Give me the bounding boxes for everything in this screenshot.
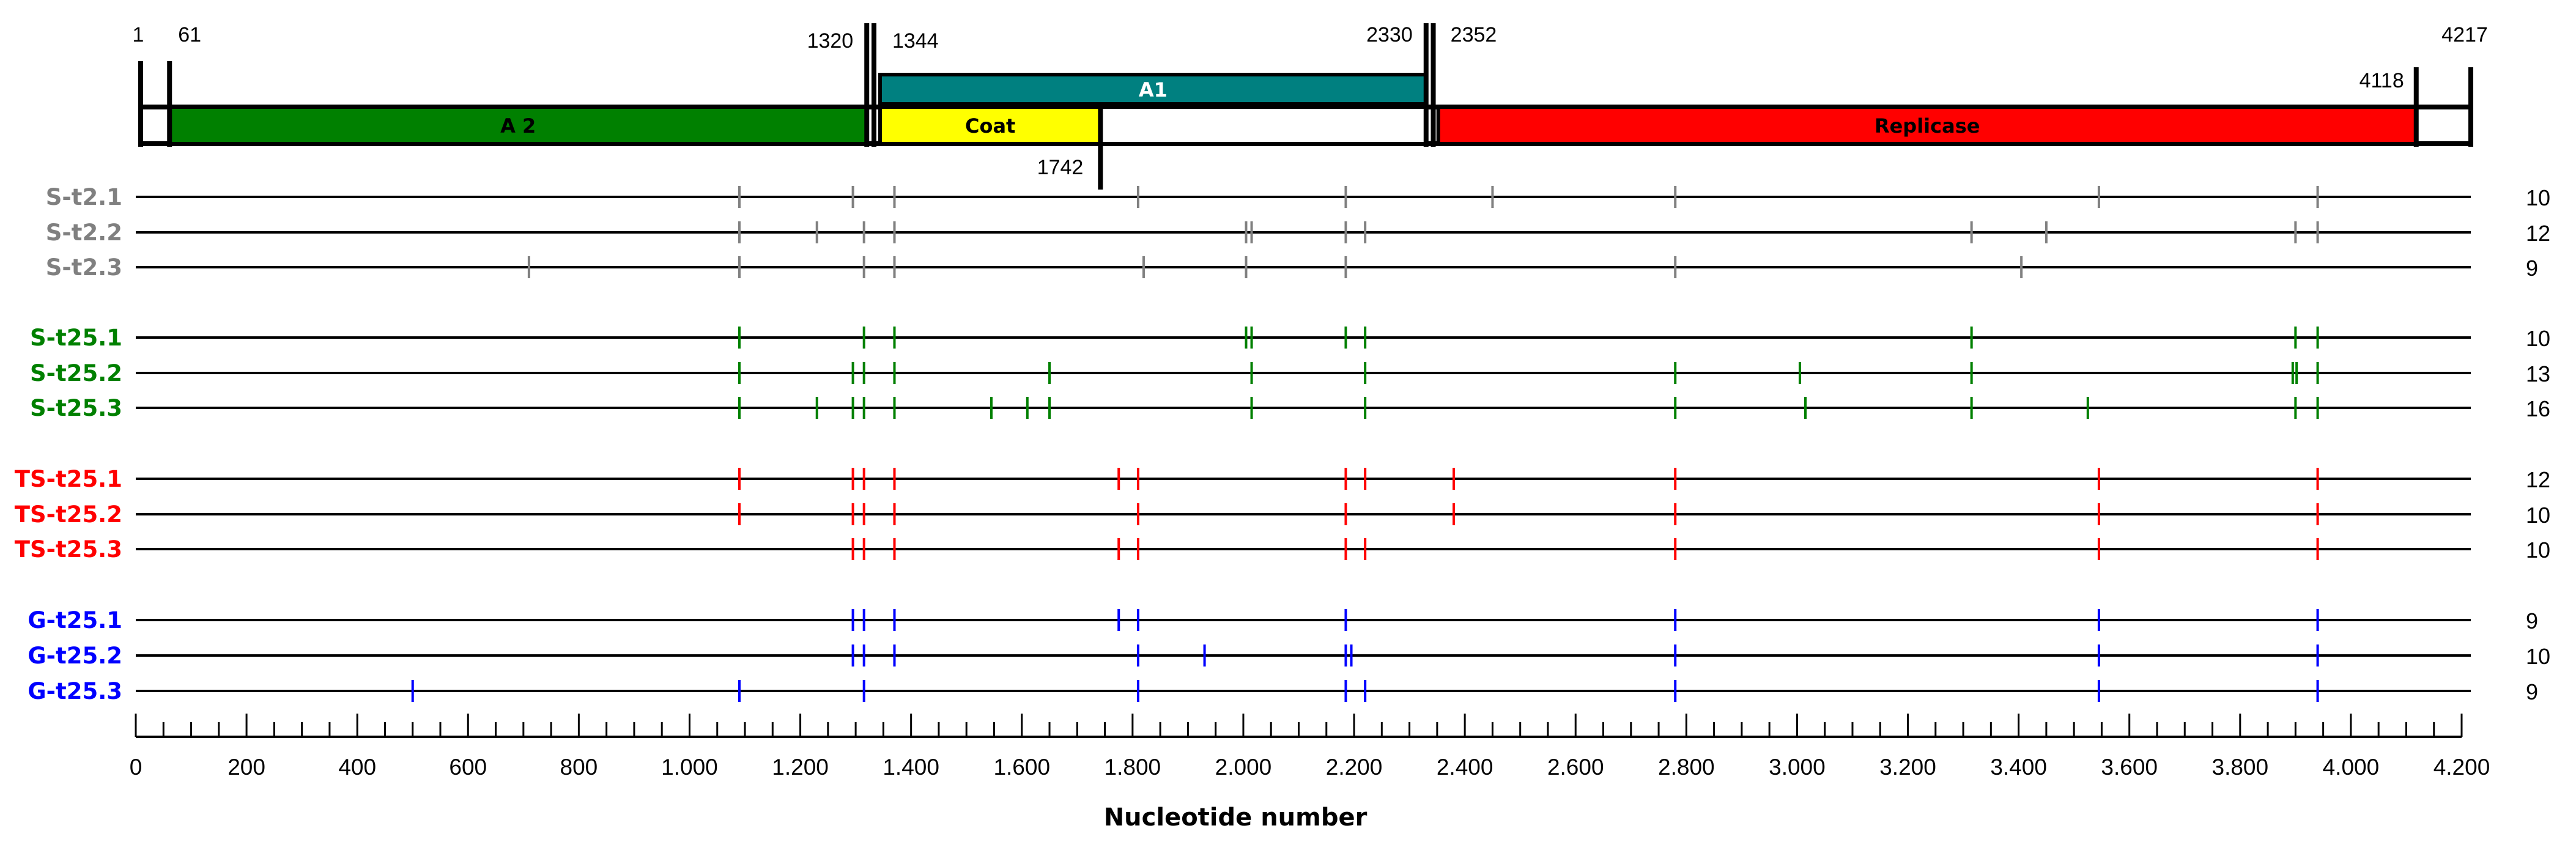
series-label: G-t25.3 <box>28 678 122 704</box>
series-track: S-t2.3 9 <box>46 254 2538 281</box>
series-label: TS-t25.1 <box>15 466 122 492</box>
mutation-count: 13 <box>2526 361 2550 386</box>
genome-position-label: 1320 <box>807 29 854 53</box>
x-tick-label: 3.600 <box>2101 755 2158 780</box>
mutation-count: 10 <box>2526 644 2550 669</box>
series-label: S-t25.1 <box>30 325 122 351</box>
x-axis: 0 200 400 600 800 1.000 1.200 1.400 1.600 1.800 2.… <box>130 714 2490 780</box>
genome-position-label: 1 <box>133 23 144 46</box>
series-tracks: S-t2.1 10 S-t2.2 12 S-t2.3 9 S-t25.1 10 S-t25.2 1… <box>15 184 2550 704</box>
genome-map: A 2 Coat Replicase A1 1 61 1320 1344 2330 2352 421… <box>133 23 2488 190</box>
coat-gene-label: Coat <box>965 114 1015 138</box>
series-label: S-t2.1 <box>46 184 122 210</box>
genome-position-label: 2352 <box>1451 23 1497 46</box>
x-tick-label: 1.000 <box>661 755 718 780</box>
replicase-gene-label: Replicase <box>1875 114 1980 138</box>
series-label: S-t2.3 <box>46 254 122 281</box>
series-track: TS-t25.1 12 <box>15 466 2550 492</box>
blank-gene-box <box>1098 105 1428 146</box>
x-tick-label: 200 <box>228 755 265 780</box>
mutation-count: 10 <box>2526 326 2550 351</box>
a1-gene-box <box>878 73 1428 106</box>
series-label: G-t25.2 <box>28 643 122 669</box>
series-track: S-t25.2 13 <box>30 360 2550 386</box>
genome-position-label: 61 <box>178 23 201 46</box>
x-tick-label: 2.000 <box>1215 755 1272 780</box>
mutation-count: 10 <box>2526 503 2550 528</box>
x-tick-label: 0 <box>130 755 142 780</box>
x-tick-label: 1.600 <box>993 755 1050 780</box>
x-tick-label: 4.000 <box>2323 755 2380 780</box>
mutation-count: 9 <box>2526 679 2538 704</box>
series-track: G-t25.2 10 <box>28 643 2550 669</box>
x-tick-label: 3.400 <box>1990 755 2047 780</box>
x-tick-label: 1.200 <box>772 755 829 780</box>
x-tick-label: 2.400 <box>1437 755 1493 780</box>
mutation-count: 16 <box>2526 396 2550 421</box>
genome-position-label: 4217 <box>2441 23 2488 46</box>
coat-gene-box <box>878 105 1103 146</box>
genome-position-label: 1344 <box>892 29 939 53</box>
x-tick-label: 3.000 <box>1769 755 1826 780</box>
genome-position-label: 1742 <box>1037 156 1084 179</box>
series-label: TS-t25.2 <box>15 501 122 528</box>
x-tick-label: 3.200 <box>1879 755 1936 780</box>
series-label: TS-t25.3 <box>15 536 122 563</box>
x-tick-label: 400 <box>338 755 376 780</box>
series-track: TS-t25.2 10 <box>15 501 2550 528</box>
series-label: G-t25.1 <box>28 607 122 633</box>
a-2-gene-box <box>168 105 869 146</box>
series-track: S-t25.1 10 <box>30 325 2550 351</box>
a-2-gene-label: A 2 <box>500 114 536 138</box>
series-track: S-t2.2 12 <box>46 220 2550 246</box>
x-tick-label: 600 <box>449 755 487 780</box>
mutation-count: 12 <box>2526 221 2550 246</box>
a1-gene-label: A1 <box>1139 78 1168 102</box>
x-tick-label: 2.600 <box>1547 755 1604 780</box>
x-tick-label: 800 <box>560 755 598 780</box>
series-track: S-t25.3 16 <box>30 395 2550 421</box>
series-label: S-t25.2 <box>30 360 122 386</box>
series-track: G-t25.1 9 <box>28 607 2538 633</box>
mutation-count: 12 <box>2526 467 2550 492</box>
mutation-count: 10 <box>2526 185 2550 210</box>
mutation-count: 10 <box>2526 537 2550 563</box>
mutation-count: 9 <box>2526 256 2538 281</box>
series-track: TS-t25.3 10 <box>15 536 2550 563</box>
x-tick-label: 2.200 <box>1326 755 1383 780</box>
series-track: S-t2.1 10 <box>46 184 2550 210</box>
series-label: S-t25.3 <box>30 395 122 421</box>
x-tick-label: 1.400 <box>883 755 939 780</box>
x-tick-label: 1.800 <box>1105 755 1161 780</box>
x-tick-label: 4.200 <box>2434 755 2490 780</box>
x-axis-label: Nucleotide number <box>1104 803 1368 832</box>
genome-position-label: 4118 <box>2359 69 2404 92</box>
mutation-count: 9 <box>2526 608 2538 633</box>
series-label: S-t2.2 <box>46 220 122 246</box>
series-track: G-t25.3 9 <box>28 678 2538 704</box>
x-tick-label: 2.800 <box>1658 755 1715 780</box>
x-tick-label: 3.800 <box>2212 755 2269 780</box>
genome-position-label: 2330 <box>1366 23 1413 46</box>
